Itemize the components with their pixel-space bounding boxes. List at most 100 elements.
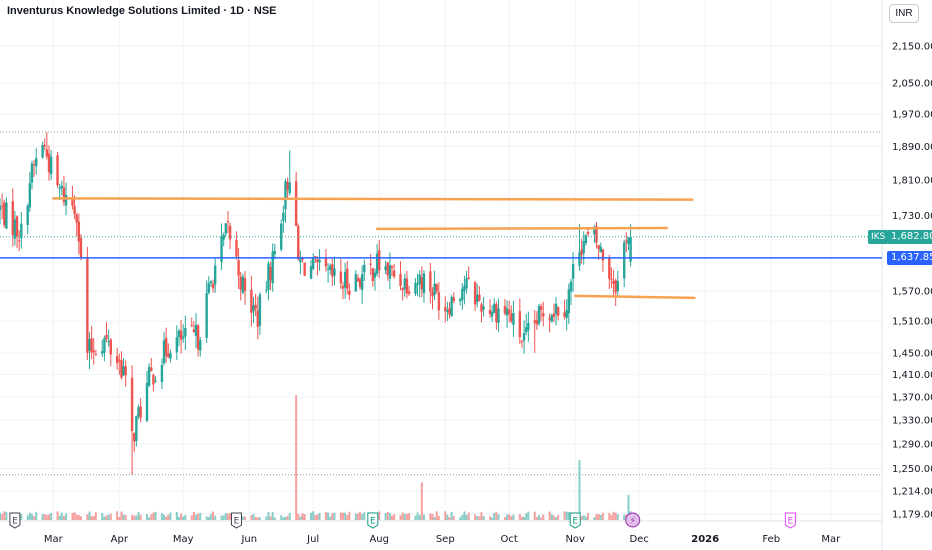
candle-body [243, 278, 247, 292]
candle-body [614, 280, 617, 293]
volume-bar [584, 516, 587, 520]
currency-selector[interactable]: INR [889, 4, 919, 23]
volume-bar [612, 511, 615, 520]
volume-bar [329, 516, 332, 520]
volume-bar [557, 514, 560, 520]
volume-bar [224, 513, 227, 520]
candle-body [152, 375, 155, 385]
time-axis-label: Nov [565, 534, 585, 545]
candle-body [101, 351, 104, 354]
candle-body [520, 341, 524, 343]
volume-bar [535, 516, 538, 520]
volume-bar [152, 512, 155, 520]
candle-body [222, 234, 225, 240]
time-axis-label: Apr [111, 534, 129, 545]
volume-bar [299, 516, 302, 520]
candle-body [175, 337, 179, 353]
candle-body [220, 236, 223, 263]
volume-bar [94, 512, 97, 520]
candle-body [490, 311, 494, 317]
candle-body [403, 278, 406, 289]
candle-body [0, 205, 2, 211]
volume-bar [342, 512, 344, 520]
price-axis-label: 1,810.00 [892, 176, 932, 187]
candle-body [316, 259, 319, 263]
volume-bar [414, 515, 417, 520]
time-axis-label: Jul [306, 534, 319, 545]
candle-body [616, 281, 620, 291]
candle-body [124, 366, 127, 376]
candle-body [160, 365, 164, 382]
candle-body [75, 214, 78, 223]
volume-bar [60, 512, 63, 520]
price-axis-label: 1,410.00 [892, 370, 932, 381]
volume-bar [422, 514, 425, 520]
candle-body [341, 286, 345, 289]
volume-bar [359, 511, 362, 520]
volume-bar [62, 515, 65, 520]
volume-bar [269, 516, 272, 520]
candle-body [286, 181, 289, 190]
candle-body [88, 339, 91, 351]
candle-body [392, 270, 396, 277]
candle-body [11, 201, 14, 236]
volume-bar [610, 515, 613, 520]
candle-body [467, 277, 470, 279]
candle-body [505, 308, 509, 316]
volume-bar [163, 514, 166, 520]
candle-body [239, 276, 242, 290]
candle-body [211, 284, 215, 289]
volume-bar [135, 515, 138, 520]
volume-bar [538, 515, 540, 520]
volume-bar [465, 514, 468, 520]
volume-bar [361, 514, 364, 520]
time-axis-label: Oct [501, 534, 518, 545]
volume-bar [435, 511, 438, 520]
candle-body [13, 219, 17, 239]
candle-body [179, 330, 183, 340]
volume-bar [344, 512, 347, 520]
candle-body [267, 263, 270, 290]
candle-body [595, 226, 598, 243]
chart-title: Inventurus Knowledge Solutions Limited ·… [7, 5, 277, 17]
candle-body [571, 264, 575, 279]
candle-body [331, 264, 334, 277]
candle-body [371, 268, 375, 282]
candle-body [584, 235, 588, 244]
candle-body [282, 212, 285, 221]
candle-body [118, 359, 121, 361]
volume-bar [265, 516, 268, 520]
event-marker-label: E [234, 517, 240, 527]
event-marker-label: E [12, 517, 18, 527]
candle-body [226, 221, 230, 223]
candle-body [482, 306, 485, 310]
candle-body [537, 305, 541, 324]
candle-body [324, 258, 328, 267]
earnings-e-icon [569, 512, 581, 529]
candle-body [586, 232, 590, 235]
volume-bar [92, 515, 95, 520]
volume-bar [190, 515, 193, 520]
candle-body [556, 307, 560, 316]
candle-body [444, 307, 447, 312]
volume-bar [167, 514, 170, 520]
candle-body [17, 240, 21, 242]
candle-body [599, 246, 602, 253]
candle-body [503, 306, 507, 314]
volume-bar [446, 514, 449, 520]
candle-body [311, 258, 315, 269]
candle-body [280, 223, 283, 250]
volume-bar [437, 515, 440, 520]
candle-body [407, 291, 411, 294]
candle-body [301, 258, 304, 260]
volume-bar [420, 482, 423, 520]
volume-bar [520, 516, 523, 520]
candle-body [107, 341, 110, 343]
volume-bar [318, 513, 321, 520]
volume-bar [88, 511, 91, 520]
candle-body [329, 265, 332, 271]
earnings-e-icon [367, 512, 379, 529]
volume-bar [146, 513, 148, 520]
volume-bar [563, 511, 566, 520]
